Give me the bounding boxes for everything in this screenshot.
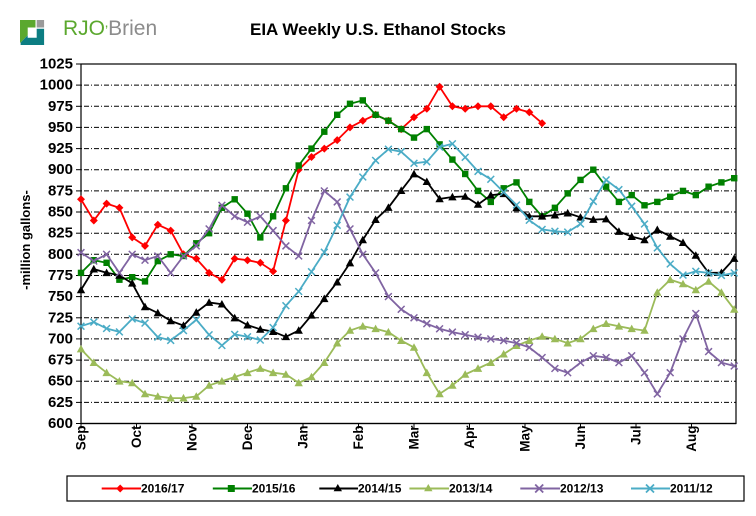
svg-text:2016/17: 2016/17 (141, 482, 185, 496)
svg-text:2012/13: 2012/13 (560, 482, 604, 496)
svg-text:2014/15: 2014/15 (358, 482, 402, 496)
svg-text:2015/16: 2015/16 (252, 482, 296, 496)
svg-text:2013/14: 2013/14 (449, 482, 493, 496)
svg-text:2011/12: 2011/12 (670, 482, 713, 496)
